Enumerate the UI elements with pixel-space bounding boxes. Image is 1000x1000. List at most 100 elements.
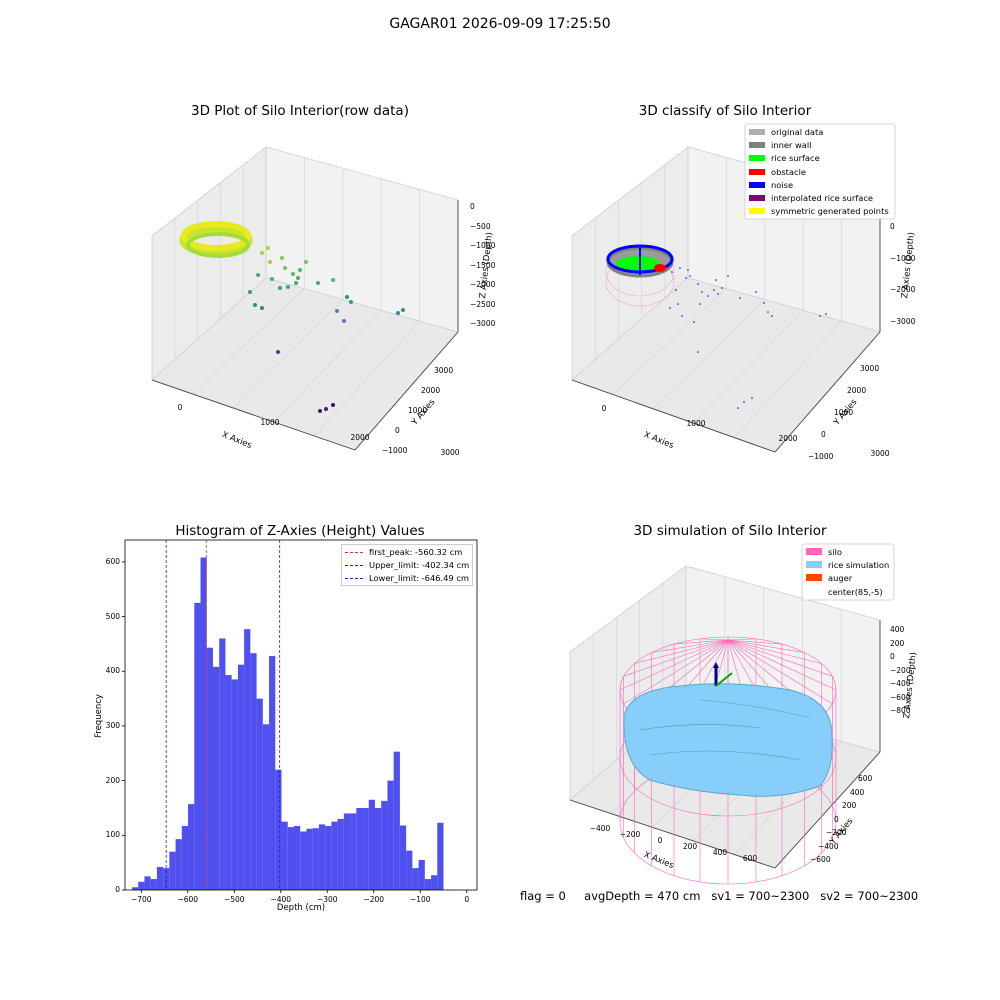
histogram-title: Histogram of Z-Axies (Height) Values <box>175 523 425 539</box>
histogram-bar <box>250 653 257 890</box>
plot1-silo-ring <box>179 221 253 258</box>
histogram-legend: first_peak: -560.32 cm Upper_limit: -402… <box>341 544 473 586</box>
plot2-y-tick: 1000 <box>834 408 854 417</box>
plot4-z-tick: −200 <box>890 665 911 675</box>
plot1-z-tick: −1000 <box>470 241 496 250</box>
plot2-y-tick: 0 <box>821 430 826 439</box>
plot2-z-tick: 0 <box>890 222 895 231</box>
plot4-x-tick: −400 <box>589 824 611 833</box>
histogram-bar <box>188 804 195 890</box>
histogram-bar <box>219 638 226 890</box>
histogram-bar <box>412 868 419 890</box>
plot4-y-tick: 400 <box>850 787 865 797</box>
histogram-y-tick: 300 <box>105 720 120 730</box>
histogram-chart <box>122 539 478 893</box>
histogram-bar <box>181 826 189 890</box>
legend-symmetric: symmetric generated points <box>749 205 889 218</box>
histogram-bar <box>306 828 313 890</box>
plot1-x-tick: 2000 <box>350 433 370 442</box>
histogram-bar <box>325 826 332 890</box>
plot2-x-tick: 3000 <box>870 449 890 458</box>
plot1-x-tick: 0 <box>177 403 183 412</box>
histogram-bar <box>424 879 432 890</box>
plot4-x-tick: 600 <box>742 854 758 863</box>
plot1-z-tick: −3000 <box>470 319 496 328</box>
histogram-bar <box>362 807 369 890</box>
histogram-bar <box>262 724 270 890</box>
legend-lower-limit: Lower_limit: -646.49 cm <box>345 572 472 585</box>
histogram-bar <box>256 698 263 890</box>
histogram-bar <box>312 828 319 890</box>
legend-first-peak: first_peak: -560.32 cm <box>345 546 472 559</box>
histogram-bar <box>275 769 282 890</box>
histogram-bar <box>437 822 444 890</box>
histogram-bar <box>194 602 201 890</box>
plot4-y-tick: 0 <box>834 814 839 824</box>
flag-text: flag = 0 <box>520 889 566 903</box>
histogram-x-tick: −100 <box>409 895 431 904</box>
histogram-y-tick: 200 <box>105 775 120 785</box>
plot1-z-tick: −2500 <box>470 299 496 309</box>
plot1-title: 3D Plot of Silo Interior(row data) <box>191 103 409 119</box>
histogram-bar <box>163 868 170 890</box>
histogram-bar <box>206 647 213 890</box>
plot2-silo-wire <box>605 244 675 307</box>
plot4-z-tick: −600 <box>890 692 911 702</box>
histogram-bar <box>393 751 400 890</box>
plot1-y-tick: 2000 <box>421 386 441 395</box>
plot2-x-tick: 1000 <box>686 419 706 428</box>
histogram-bar <box>431 875 438 890</box>
plot1-x-tick: 3000 <box>440 448 460 457</box>
plot1-z-tick: −2000 <box>470 280 496 289</box>
plot2-title: 3D classify of Silo Interior <box>638 103 812 119</box>
plot4-y-tick: 200 <box>842 801 857 810</box>
legend-upper-limit: Upper_limit: -402.34 cm <box>345 559 472 572</box>
legend-original-data: original data <box>749 126 889 139</box>
legend-rice-surface: rice surface <box>749 152 889 165</box>
figure-title: GAGAR01 2026-09-09 17:25:50 <box>389 16 611 32</box>
plot4-y-tick: −600 <box>810 855 831 864</box>
plot4-title: 3D simulation of Silo Interior <box>633 523 827 539</box>
histogram-bar <box>200 557 207 890</box>
plot2-legend-entries: original data inner wall rice surface ob… <box>749 126 889 218</box>
histogram-bar <box>212 666 220 890</box>
histogram-x-tick: −600 <box>177 895 199 904</box>
histogram-bar <box>337 818 344 890</box>
histogram-x-tick: −300 <box>316 895 338 904</box>
histogram-bar <box>381 800 388 890</box>
plot2-x-tick: 2000 <box>778 434 798 443</box>
plot4-y-tick: 600 <box>858 774 873 783</box>
histogram-bar <box>356 807 363 890</box>
histogram-bar <box>374 807 382 890</box>
histogram-bar <box>237 664 245 890</box>
histogram-bar <box>331 821 338 890</box>
histogram-y-tick: 600 <box>105 556 120 566</box>
plot4-rice-surface <box>623 683 833 797</box>
histogram-bar <box>300 831 307 890</box>
plot4-z-tick: −800 <box>890 706 911 715</box>
histogram-bar <box>138 881 145 890</box>
histogram-x-tick: −200 <box>363 895 385 904</box>
histogram-bar <box>418 859 425 890</box>
plot1-y-tick: 0 <box>395 426 400 435</box>
plot4-legend <box>801 543 895 601</box>
plot2-z-tick: −3000 <box>890 316 916 326</box>
plot1-z-tick: −1500 <box>470 260 496 270</box>
plot4-z-tick: 400 <box>890 625 905 634</box>
histogram-y-tick: 0 <box>115 885 120 894</box>
plot2-noise-points <box>669 267 827 409</box>
plot4-z-tick: 0 <box>890 652 895 661</box>
histogram-bar <box>244 629 251 890</box>
plot2-y-tick: −1000 <box>808 452 834 461</box>
histogram-bar <box>269 655 276 890</box>
plot4-x-tick: 200 <box>682 842 698 851</box>
histogram-y-label: Frequency <box>94 694 104 738</box>
histogram-x-tick: 0 <box>464 895 470 904</box>
legend-auger: auger <box>806 572 889 585</box>
histogram-bar <box>318 824 326 890</box>
plot1-z-tick: −500 <box>470 221 491 231</box>
histogram-bar <box>406 850 413 890</box>
histogram-x-tick: −500 <box>223 895 245 904</box>
plot1-y-tick: 3000 <box>434 366 454 375</box>
